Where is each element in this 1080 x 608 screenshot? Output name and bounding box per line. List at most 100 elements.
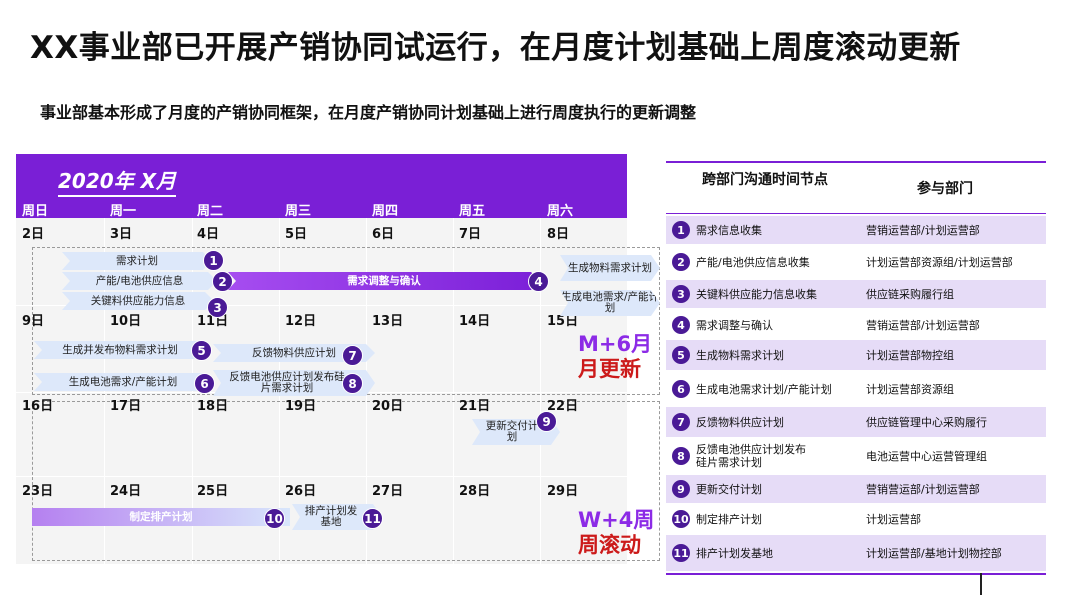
row-number: 9 [672,480,690,498]
step-marker-9: 9 [536,411,557,432]
day-label: 11日 [197,314,229,329]
row-number: 1 [672,221,690,239]
table-header-dept: 参与部门 [917,181,973,197]
table-header-rule [666,213,1046,214]
day-label: 14日 [459,314,491,329]
step-marker-7: 7 [342,345,363,366]
step-arrow-1: 需求计划 [62,252,212,270]
day-label: 13日 [372,314,404,329]
row-dept: 营销运营部/计划运营部 [866,319,980,332]
step-arrow-4b: 生成物料需求计划 [560,255,660,281]
row-number: 6 [672,380,690,398]
step-marker-1: 1 [203,250,224,271]
row-dept: 电池运营中心运营管理组 [866,450,987,463]
day-label: 17日 [110,399,142,414]
step-arrow-6: 生成电池需求/产能计划 [34,373,212,391]
monthly-update-tag-line1: M+6月 [578,332,653,356]
grid-line [16,305,627,306]
row-number: 11 [672,544,690,562]
weekday-tue: 周二 [197,204,224,219]
row-number: 10 [672,510,690,528]
row-node: 反馈物料供应计划 [696,415,784,429]
step-arrow-3: 关键料供应能力信息 [62,292,214,310]
weekly-rolling-box [32,401,660,561]
row-dept: 计划运营部 [866,513,921,526]
decorative-tick [980,573,982,595]
day-label: 5日 [285,227,308,242]
step-marker-5: 5 [191,340,212,361]
table-row: 9 更新交付计划 营销营运部/计划运营部 [666,475,1046,503]
table-row: 2 产能/电池供应信息收集 计划运营部资源组/计划运营部 [666,248,1046,276]
table-row: 5 生成物料需求计划 计划运营部物控组 [666,340,1046,370]
row-node: 排产计划发基地 [696,546,773,560]
grid-line [16,476,627,477]
step-arrow-2: 产能/电池供应信息 [62,272,217,290]
row-dept: 营销运营部/计划运营部 [866,224,980,237]
row-node: 制定排产计划 [696,512,762,526]
day-label: 20日 [372,399,404,414]
table-row: 3 关键料供应能力信息收集 供应链采购履行组 [666,280,1046,308]
day-label: 6日 [372,227,395,242]
row-number: 2 [672,253,690,271]
weekday-sat: 周六 [547,204,574,219]
day-label: 24日 [110,484,142,499]
day-label: 4日 [197,227,220,242]
day-label: 28日 [459,484,491,499]
weekday-thu: 周四 [372,204,399,219]
row-number: 5 [672,346,690,364]
grid-line [453,218,454,564]
row-node: 反馈电池供应计划发布硅片需求计划 [696,443,806,469]
step-arrow-5: 生成并发布物料需求计划 [34,341,206,359]
table-bottom-rule [666,573,1046,575]
day-label: 10日 [110,314,142,329]
row-node: 需求信息收集 [696,223,762,237]
day-label: 15日 [547,314,579,329]
page-subtitle: 事业部基本形成了月度的产销协同框架，在月度产销协同计划基础上进行周度执行的更新调… [40,103,697,122]
monthly-update-tag-line2: 月更新 [578,357,641,381]
day-label: 7日 [459,227,482,242]
table-row: 6 生成电池需求计划/产能计划 计划运营部资源组 [666,374,1046,404]
calendar-month-label: 2020年 X月 [58,165,177,197]
weekly-rolling-tag: W+4周 周滚动 [578,508,654,558]
step-marker-2: 2 [212,271,233,292]
table-header-node: 跨部门沟通时间节点 [702,172,828,188]
day-label: 18日 [197,399,229,414]
row-dept: 供应链采购履行组 [866,288,954,301]
day-label: 9日 [22,314,45,329]
step-marker-6: 6 [194,373,215,394]
table-row: 1 需求信息收集 营销运营部/计划运营部 [666,216,1046,244]
row-node: 关键料供应能力信息收集 [696,287,817,301]
row-number: 4 [672,316,690,334]
calendar-header [16,154,627,218]
table-top-rule [666,161,1046,163]
row-dept: 计划运营部资源组/计划运营部 [866,256,1013,269]
row-node: 需求调整与确认 [696,318,773,332]
step-marker-4: 4 [528,271,549,292]
weekday-wed: 周三 [285,204,312,219]
step-arrow-7: 反馈物料供应计划 [213,344,375,362]
weekday-fri: 周五 [459,204,486,219]
table-row: 7 反馈物料供应计划 供应链管理中心采购履行 [666,407,1046,437]
weekly-rolling-tag-line1: W+4周 [578,508,655,532]
table-row: 10 制定排产计划 计划运营部 [666,505,1046,533]
step-arrow-4c: 生成电池需求/产能计划 [560,291,660,314]
row-node: 更新交付计划 [696,482,762,496]
day-label: 26日 [285,484,317,499]
grid-line [192,218,193,564]
weekday-sun: 周日 [22,204,49,219]
step-arrow-10: 制定排产计划 [32,508,290,526]
step-marker-8: 8 [342,373,363,394]
row-dept: 计划运营部/基地计划物控部 [866,547,1002,560]
day-label: 25日 [197,484,229,499]
row-dept: 计划运营部资源组 [866,383,954,396]
row-dept: 营销营运部/计划运营部 [866,483,980,496]
day-label: 12日 [285,314,317,329]
row-number: 7 [672,413,690,431]
day-label: 23日 [22,484,54,499]
grid-line [104,218,105,564]
row-node: 生成物料需求计划 [696,348,784,362]
row-node: 产能/电池供应信息收集 [696,255,810,269]
row-node: 生成电池需求计划/产能计划 [696,382,832,396]
day-label: 2日 [22,227,45,242]
step-marker-3: 3 [207,297,228,318]
